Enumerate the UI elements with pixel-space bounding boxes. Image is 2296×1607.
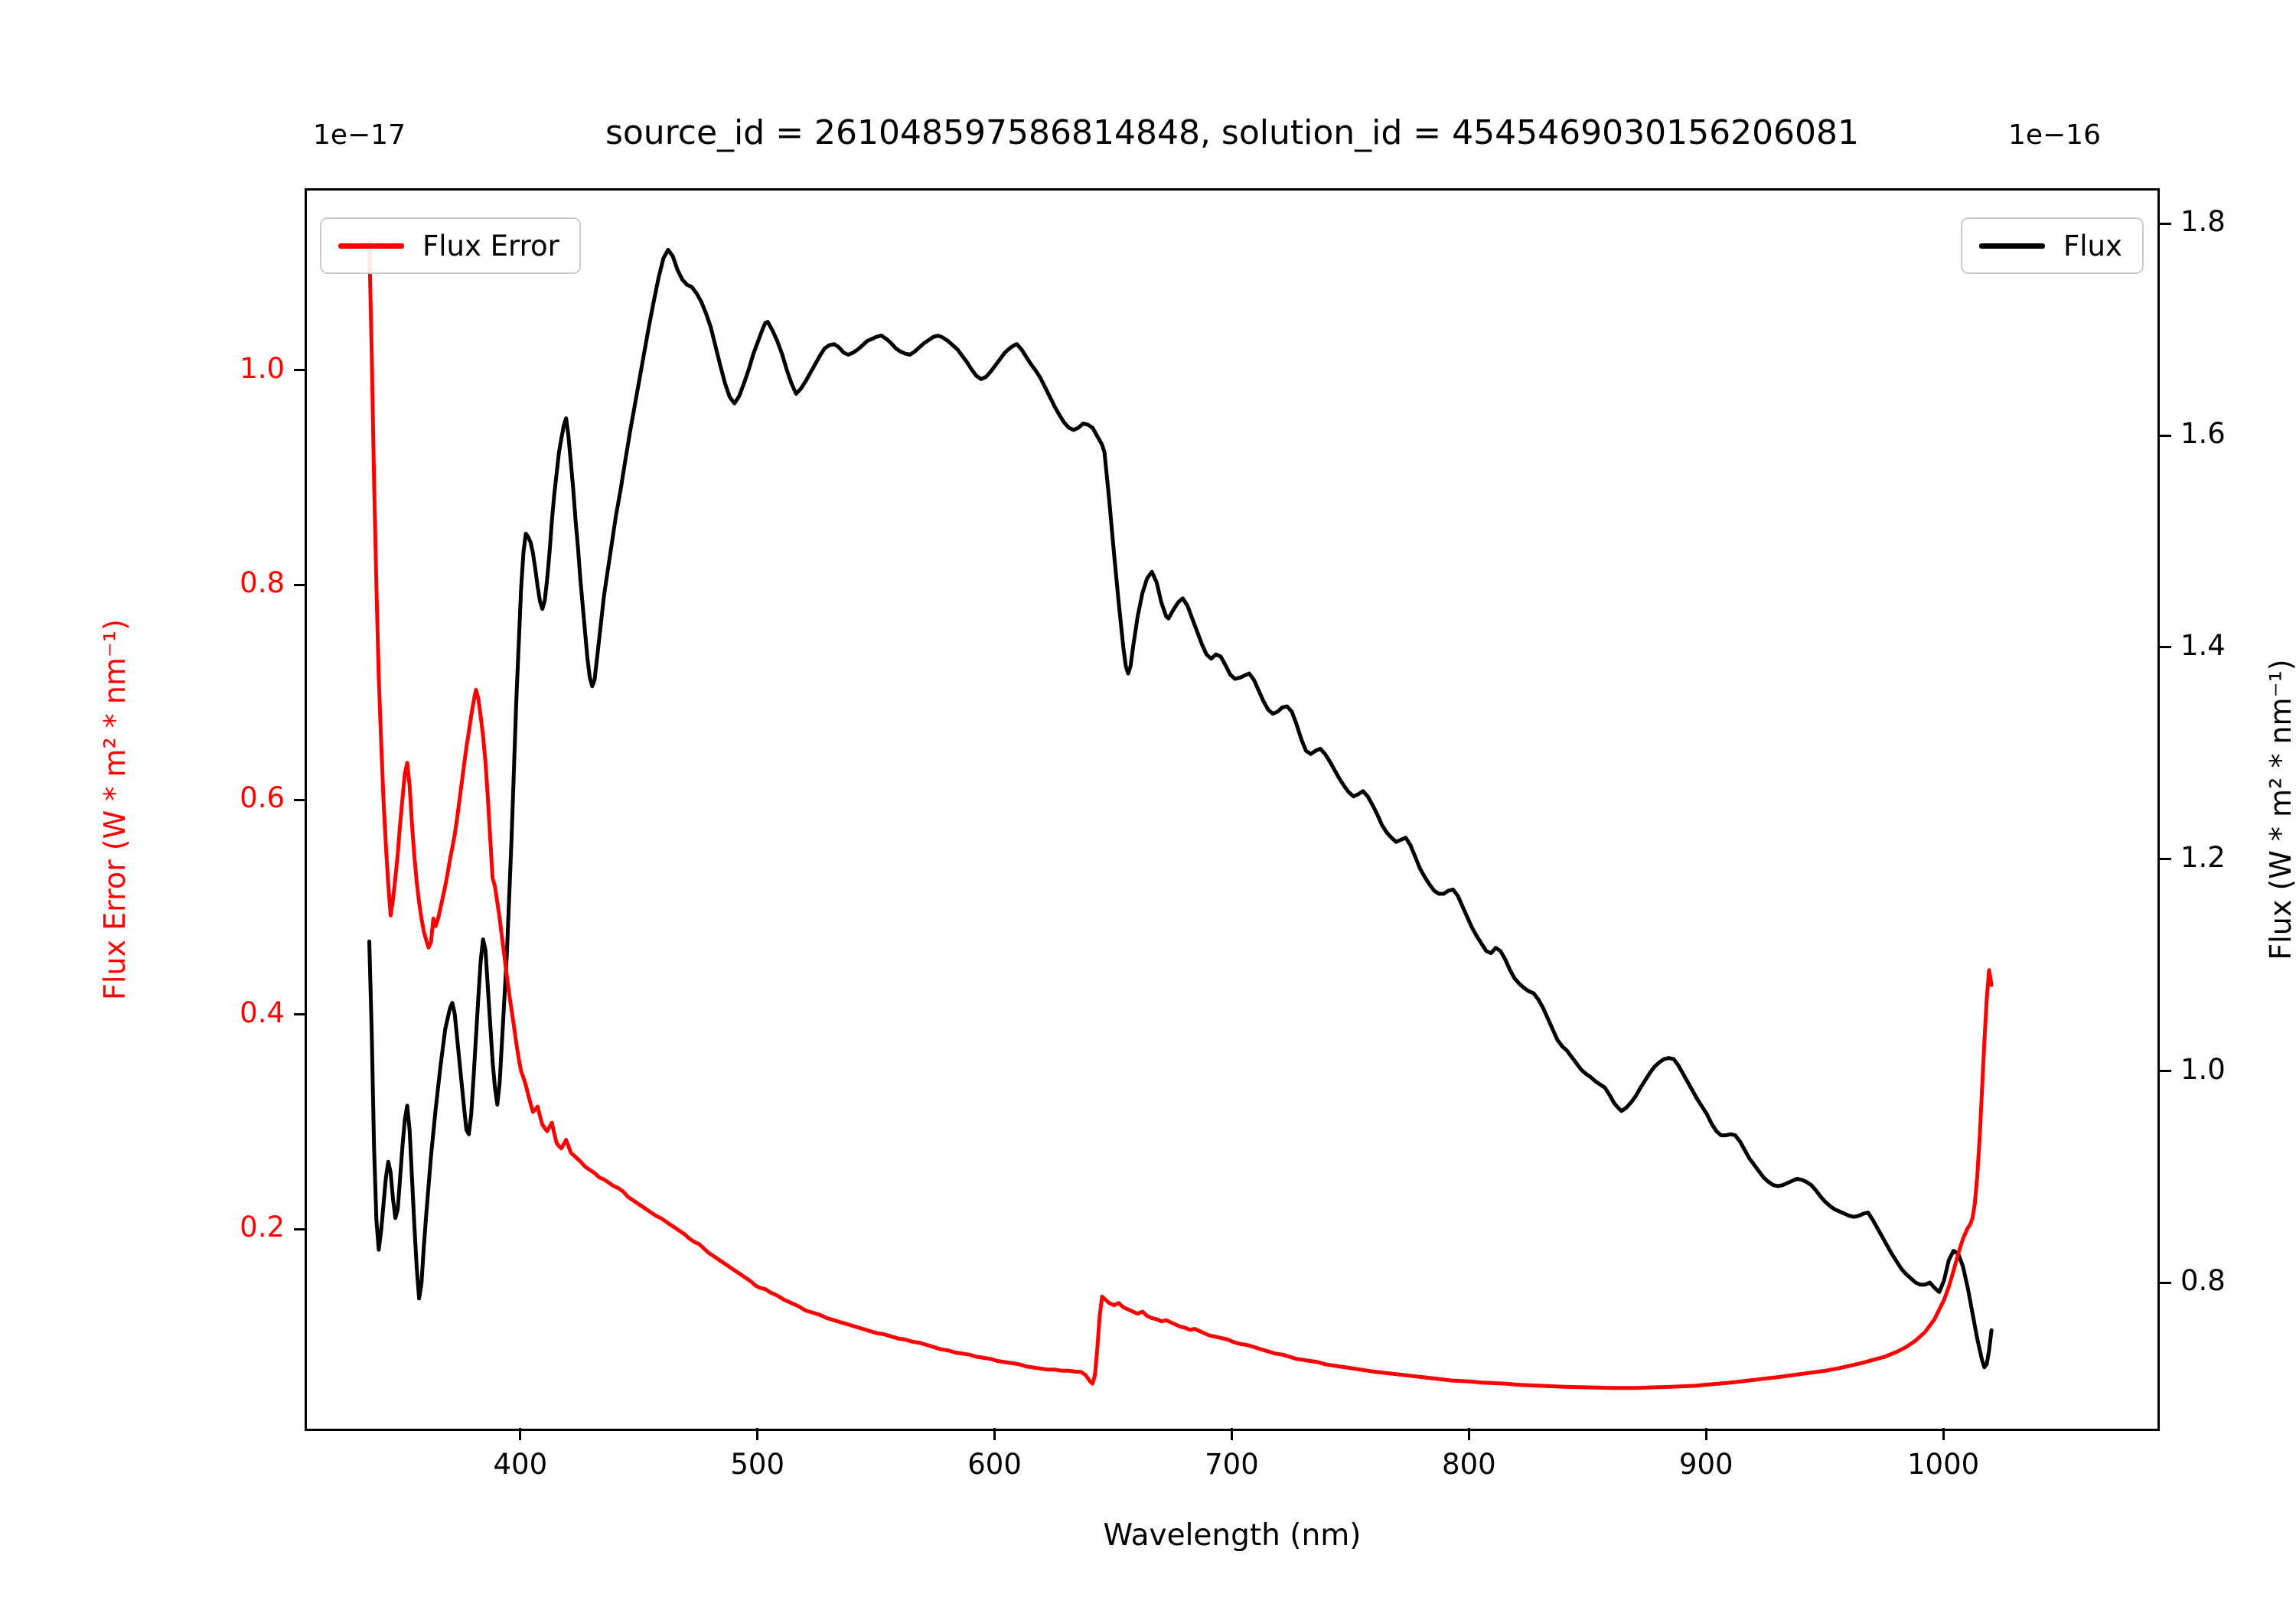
x-tick-label: 1000: [1907, 1448, 1980, 1481]
right-tick-label: 1.0: [2180, 1052, 2226, 1086]
left-tick-mark: [294, 798, 306, 801]
x-tick-label: 500: [730, 1448, 785, 1481]
x-axis-label: Wavelength (nm): [1103, 1518, 1362, 1553]
x-tick-mark: [993, 1428, 996, 1440]
x-tick-label: 400: [493, 1448, 548, 1481]
y-axis-label-right: Flux (W * m² * nm⁻¹): [2264, 659, 2296, 960]
right-tick-mark: [2159, 646, 2171, 649]
right-tick-mark: [2159, 434, 2171, 437]
y-axis-label-right-container: Flux (W * m² * nm⁻¹): [2212, 190, 2296, 1429]
legend-flux-error: Flux Error: [320, 217, 581, 274]
y-axis-label-left-container: Flux Error (W * m² * nm⁻¹): [46, 190, 184, 1429]
right-tick-mark: [2159, 1070, 2171, 1073]
x-tick-mark: [1704, 1428, 1707, 1440]
x-tick-label: 900: [1678, 1448, 1733, 1481]
legend-flux: Flux: [1961, 217, 2144, 274]
right-tick-label: 1.2: [2180, 840, 2226, 874]
right-tick-label: 1.6: [2180, 417, 2226, 451]
flux-line: [367, 248, 1994, 1370]
right-tick-mark: [2159, 222, 2171, 225]
y-axis-label-left: Flux Error (W * m² * nm⁻¹): [98, 619, 132, 1000]
x-tick-label: 700: [1205, 1448, 1259, 1481]
left-tick-label: 0.8: [240, 566, 285, 600]
right-axis-offset-text: 1e−16: [2007, 119, 2101, 151]
left-tick-label: 1.0: [240, 351, 285, 385]
x-tick-mark: [519, 1428, 522, 1440]
left-tick-mark: [294, 1227, 306, 1231]
right-tick-mark: [2159, 858, 2171, 861]
x-tick-mark: [1230, 1428, 1233, 1440]
left-tick-mark: [294, 369, 306, 372]
flux-error-line: [367, 240, 1994, 1390]
flux-legend-line: [1979, 243, 2045, 249]
x-tick-label: 800: [1442, 1448, 1496, 1481]
x-tick-label: 600: [967, 1448, 1022, 1481]
left-tick-label: 0.4: [240, 996, 285, 1029]
plot-lines: [367, 240, 1994, 1390]
left-tick-label: 0.2: [240, 1211, 285, 1244]
flux-error-legend-label: Flux Error: [422, 229, 559, 262]
right-tick-mark: [2159, 1281, 2171, 1284]
x-tick-mark: [1467, 1428, 1470, 1440]
left-tick-mark: [294, 583, 306, 586]
flux-error-legend-line: [338, 243, 404, 249]
right-tick-label: 0.8: [2180, 1264, 2226, 1298]
x-tick-mark: [1942, 1428, 1945, 1440]
plot-area: [305, 188, 2160, 1431]
x-tick-mark: [756, 1428, 759, 1440]
left-tick-label: 0.6: [240, 781, 285, 815]
chart-title: source_id = 261048597586814848, solution…: [605, 113, 1860, 152]
left-axis-offset-text: 1e−17: [312, 119, 406, 151]
left-tick-mark: [294, 1013, 306, 1016]
right-tick-label: 1.4: [2180, 628, 2226, 662]
right-tick-label: 1.8: [2180, 205, 2226, 239]
flux-legend-label: Flux: [2063, 229, 2122, 262]
